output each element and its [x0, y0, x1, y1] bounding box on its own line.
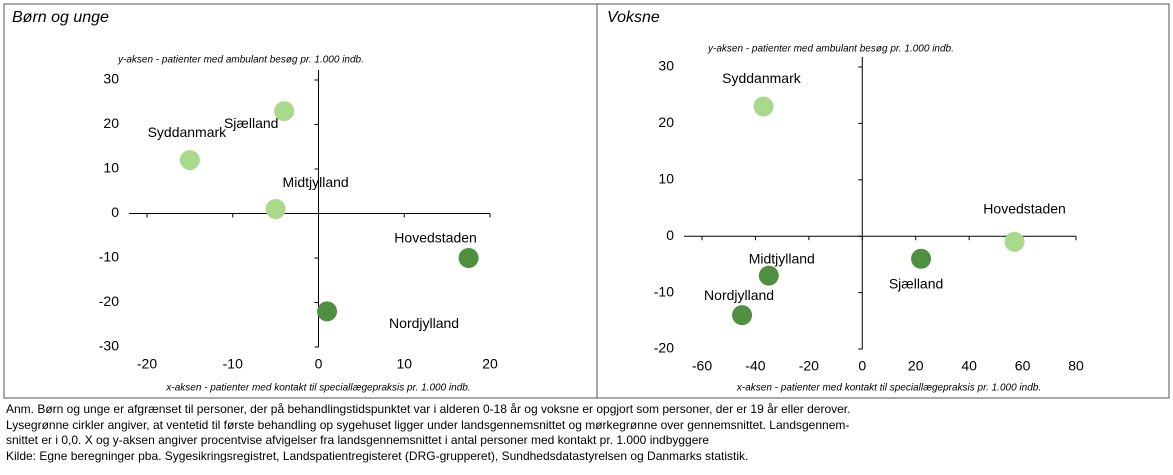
y-tick-label: 0 — [666, 227, 674, 243]
y-tick-label: 20 — [658, 114, 674, 130]
x-tick-label: 10 — [396, 356, 412, 372]
x-tick-label: 60 — [1015, 358, 1031, 374]
y-tick-label: -10 — [654, 283, 674, 299]
point — [317, 301, 338, 322]
chart: Børn og unge y-aksen - patienter med ambu… — [3, 3, 1170, 399]
point-label: Sjælland — [224, 115, 278, 131]
point-label: Midtjylland — [283, 174, 349, 190]
y-tick-label: 0 — [111, 204, 119, 220]
x-tick-label: -20 — [799, 358, 819, 374]
y-axis-label: y-aksen - patienter med ambulant besøg p… — [707, 44, 954, 55]
x-tick-label: 40 — [961, 358, 977, 374]
note: Lysegrønne cirkler angiver, at ventetid … — [6, 417, 850, 432]
y-tick-label: -20 — [654, 340, 674, 356]
note: snittet er i 0,0. X og y-aksen angiver p… — [6, 433, 710, 447]
x-tick-label: -40 — [745, 358, 765, 374]
y-axis-label: y-aksen - patienter med ambulant besøg p… — [117, 55, 364, 66]
x-tick-label: -60 — [692, 358, 712, 374]
y-tick-label: 20 — [103, 115, 119, 131]
point-label: Hovedstaden — [983, 201, 1066, 217]
y-tick-label: -30 — [99, 338, 119, 354]
panel-frame — [596, 3, 1170, 399]
y-tick-label: 10 — [103, 160, 119, 176]
point-label: Syddanmark — [722, 70, 802, 86]
point — [179, 150, 200, 171]
x-axis-label: x-aksen - patienter med kontakt til spec… — [736, 383, 1041, 394]
point — [732, 305, 753, 326]
note: Anm. Børn og unge er afgrænset til perso… — [6, 402, 851, 416]
x-tick-label: 0 — [315, 356, 323, 372]
point — [758, 265, 779, 286]
point-label: Hovedstaden — [394, 230, 477, 246]
point-label: Syddanmark — [148, 124, 228, 140]
point-label: Sjælland — [889, 275, 943, 291]
note: Kilde: Egne beregninger pba. Sygesikring… — [6, 448, 749, 463]
point — [1004, 231, 1025, 252]
x-tick-label: 20 — [908, 358, 924, 374]
point-label: Nordjylland — [389, 315, 459, 331]
y-tick-label: -20 — [99, 293, 119, 309]
y-tick-label: 30 — [658, 58, 674, 74]
point — [753, 96, 774, 117]
point-label: Midtjylland — [749, 250, 815, 266]
y-tick-label: 30 — [103, 71, 119, 87]
point — [911, 248, 932, 269]
panel-title: Voksne — [607, 9, 660, 26]
y-tick-label: 10 — [658, 171, 674, 187]
point — [265, 199, 286, 220]
x-tick-label: 20 — [482, 356, 498, 372]
point — [458, 248, 479, 268]
x-tick-label: -20 — [137, 356, 157, 372]
point — [274, 101, 295, 122]
panel-title: Børn og unge — [12, 9, 109, 26]
point-label: Nordjylland — [704, 287, 774, 303]
x-tick-label: 0 — [858, 358, 866, 374]
x-axis-label: x-aksen - patienter med kontakt til spec… — [165, 383, 470, 394]
x-tick-label: -10 — [223, 356, 243, 372]
notes: Anm. Børn og unge er afgrænset til perso… — [6, 402, 1166, 464]
y-tick-label: -10 — [99, 249, 119, 265]
x-tick-label: 80 — [1068, 358, 1084, 374]
